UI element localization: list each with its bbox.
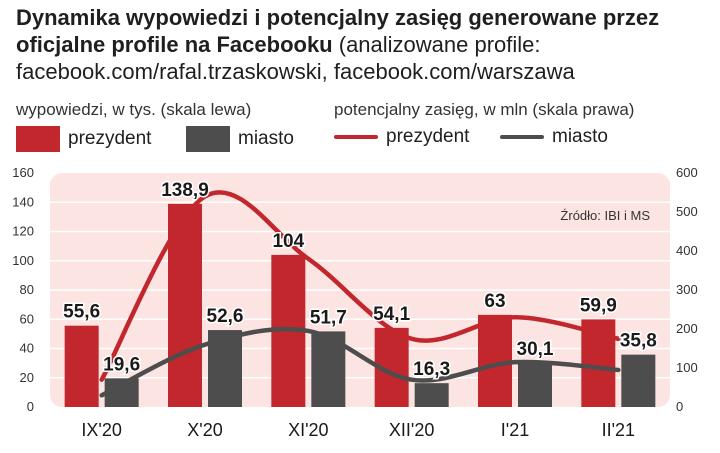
source-note: Źródło: IBI i MS [560, 208, 650, 223]
y-left-tick-label: 160 [12, 165, 34, 180]
chart-title-bold: Dynamika wypowiedzi i potencjalny zasięg… [16, 5, 660, 57]
legend-swatch-line-president [334, 135, 378, 139]
data-label-city: 19,6 [103, 354, 140, 375]
legend-label-line-president: prezydent [386, 126, 470, 147]
y-right-tick-label: 300 [676, 282, 698, 297]
data-label-president: 54,1 [373, 304, 410, 325]
bar-president [64, 325, 99, 407]
chart-title-normal: (analizowane profile: facebook.com/rafal… [16, 32, 575, 84]
data-label-president: 138,9 [161, 180, 209, 201]
x-category-label: XI'20 [288, 420, 328, 440]
x-category-label: II'21 [602, 420, 635, 440]
legend-label-line-city: miasto [552, 126, 608, 147]
y-right-tick-label: 200 [676, 321, 698, 336]
data-label-president: 104 [272, 231, 304, 252]
y-left-tick-label: 40 [20, 341, 34, 356]
data-label-city: 51,7 [310, 307, 347, 328]
data-label-city: 30,1 [517, 339, 554, 360]
y-left-tick-label: 0 [27, 399, 34, 414]
x-category-label: X'20 [187, 420, 222, 440]
y-right-tick-label: 0 [676, 399, 683, 414]
y-left-tick-label: 80 [20, 282, 34, 297]
line-city [99, 326, 621, 398]
legend-swatch-bar-president [16, 126, 60, 152]
y-left-tick-label: 60 [20, 311, 34, 326]
x-category-label: I'21 [501, 420, 529, 440]
legend-bar-city: miasto [186, 126, 294, 152]
x-category-label: IX'20 [81, 420, 121, 440]
y-right-tick-label: 600 [676, 165, 698, 180]
legend-line-city: miasto [500, 126, 608, 148]
chart-title: Dynamika wypowiedzi i potencjalny zasięg… [16, 4, 716, 85]
y-right-tick-label: 400 [676, 243, 698, 258]
data-label-president: 55,6 [63, 302, 100, 323]
legend-label-bar-city: miasto [238, 128, 294, 149]
legend-label-bar-president: prezydent [68, 128, 152, 149]
x-category-label: XII'20 [389, 420, 434, 440]
y-right-tick-label: 500 [676, 204, 698, 219]
data-label-president: 63 [484, 291, 505, 312]
data-label-president: 59,9 [580, 295, 617, 316]
left-axis-caption: wypowiedzi, w tys. (skala lewa) [16, 100, 252, 119]
data-label-city: 16,3 [413, 359, 450, 380]
bar-city [414, 383, 449, 407]
bar-city [518, 362, 552, 407]
y-right-tick-label: 100 [676, 360, 698, 375]
y-left-tick-label: 140 [12, 194, 34, 209]
y-left-tick-label: 20 [20, 370, 34, 385]
right-axis-caption: potencjalny zasięg, w mln (skala prawa) [334, 100, 635, 119]
bar-city [621, 354, 656, 407]
legend-bar-president: prezydent [16, 126, 151, 152]
y-left-tick-label: 120 [12, 224, 34, 239]
legend-swatch-line-city [500, 135, 544, 139]
legend-swatch-bar-city [186, 126, 230, 152]
data-label-city: 35,8 [620, 331, 657, 352]
legend-line-president: prezydent [334, 126, 469, 148]
y-left-tick-label: 100 [12, 253, 34, 268]
line-president [99, 190, 621, 382]
data-label-city: 52,6 [207, 306, 244, 327]
